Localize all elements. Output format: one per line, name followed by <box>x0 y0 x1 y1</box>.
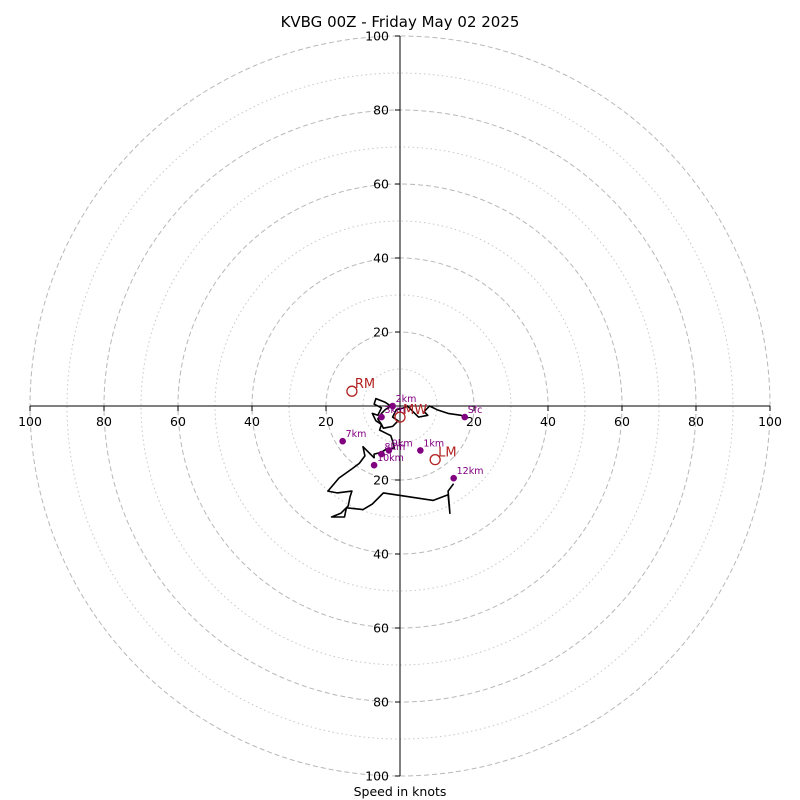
height-marker-point <box>370 461 378 469</box>
storm-motion-label: LM <box>438 446 456 461</box>
x-tick-label: 40 <box>244 414 260 429</box>
hodograph-trace-line <box>327 397 466 518</box>
height-marker-label: 10km <box>377 453 404 464</box>
storm-motion-marker <box>346 385 358 397</box>
x-tick-label: 60 <box>170 414 186 429</box>
x-tick-label: 80 <box>688 414 704 429</box>
storm-motion-marker <box>394 411 406 423</box>
height-marker-point <box>385 447 393 454</box>
y-tick-label: 20 <box>373 473 389 488</box>
y-tick-label: 40 <box>373 251 389 266</box>
y-tick-label: 80 <box>373 695 389 710</box>
height-marker-label: 8km <box>385 442 406 453</box>
x-tick-label: 100 <box>758 414 782 429</box>
chart-title: KVBG 00Z - Friday May 02 2025 <box>281 13 520 31</box>
storm-motion-marker <box>429 453 441 466</box>
y-tick-label: 60 <box>373 177 389 192</box>
height-marker-point <box>461 413 469 421</box>
wind-trace <box>327 397 466 518</box>
height-marker-point <box>389 402 396 410</box>
y-tick-label: 80 <box>373 103 389 118</box>
height-marker-point <box>378 413 385 421</box>
x-tick-label: 60 <box>614 414 630 429</box>
x-tick-label: 100 <box>18 414 42 429</box>
height-marker-label: 2km <box>396 394 417 405</box>
axes: 100 80 60 40 20 20 40 60 80 100 100 80 60 40 20 20 40 60 8… <box>18 29 782 784</box>
storm-motion-markers: RM MW LM <box>346 377 457 466</box>
x-tick-label: 40 <box>540 414 556 429</box>
height-marker-label: 9km <box>392 438 413 449</box>
height-marker-point <box>417 447 424 454</box>
y-tick-label: 100 <box>365 769 389 784</box>
x-tick-label: 20 <box>318 414 334 429</box>
y-tick-label: 40 <box>373 547 389 562</box>
height-marker-point <box>450 474 457 482</box>
height-marker-label: 3km <box>385 405 406 416</box>
height-marker-label: 1km <box>423 438 444 449</box>
height-marker-point <box>339 437 346 445</box>
y-tick-label: 20 <box>373 325 389 340</box>
y-tick-label: 60 <box>373 621 389 636</box>
storm-motion-label: MW <box>403 403 427 418</box>
storm-motion-label: RM <box>355 377 375 392</box>
y-tick-label: 100 <box>365 29 389 44</box>
x-tick-label: 20 <box>466 414 482 429</box>
x-tick-label: 80 <box>96 414 112 429</box>
height-marker-label: 12km <box>457 466 484 477</box>
height-marker-label: 7km <box>346 429 367 440</box>
height-marker-point <box>378 450 385 458</box>
height-marker-label: Sfc <box>468 405 483 416</box>
x-axis-label: Speed in knots <box>354 784 447 799</box>
